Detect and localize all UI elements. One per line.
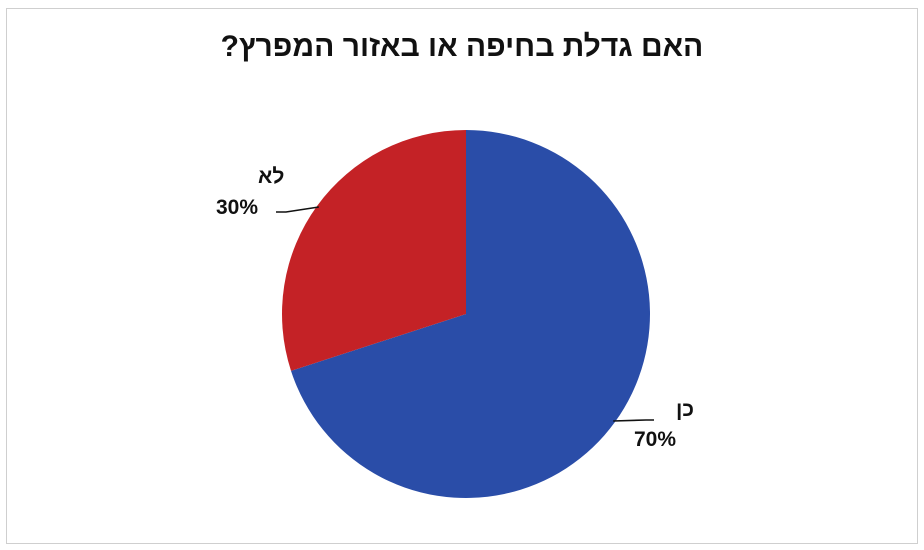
pie-slice-1 <box>282 130 466 371</box>
pie-slice-value-0: 70% <box>634 428 676 451</box>
pie-slice-value-1: 30% <box>216 196 258 219</box>
pie-leader-line-1 <box>276 206 319 213</box>
pie-leader-line-0 <box>613 419 654 422</box>
chart-title: האם גדלת בחיפה או באזור המפרץ? <box>220 30 704 63</box>
pie-slice-0 <box>291 130 651 499</box>
pie-slice-label-1: לא <box>258 165 284 188</box>
pie-slice-label-0: כן <box>676 398 694 421</box>
pie-leader-lines <box>276 206 654 422</box>
pie-slices <box>282 130 651 499</box>
